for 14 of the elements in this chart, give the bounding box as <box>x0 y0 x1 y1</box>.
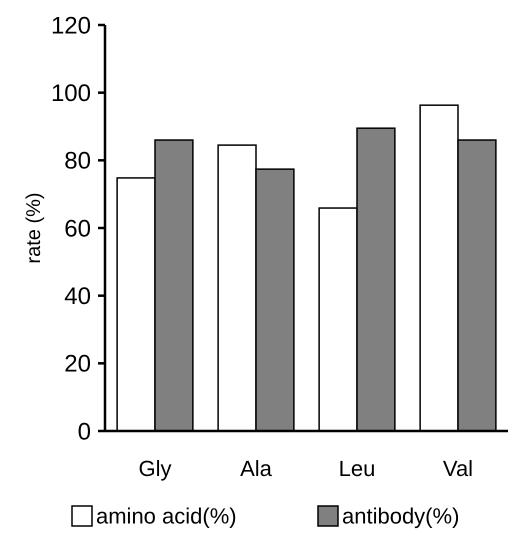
legend-label: amino acid(%) <box>96 504 237 529</box>
y-axis-title: rate (%) <box>23 192 45 264</box>
y-tick-label: 80 <box>64 148 91 175</box>
y-tick-label: 40 <box>64 283 91 310</box>
legend-label: antibody(%) <box>342 504 460 529</box>
y-tick-label: 60 <box>64 215 91 242</box>
y-tick-label: 20 <box>64 350 91 378</box>
y-tick-label: 120 <box>50 12 91 40</box>
x-tick-label: Leu <box>338 456 376 481</box>
x-tick-label: Ala <box>240 456 273 481</box>
y-tick-label: 0 <box>78 418 91 446</box>
x-tick-label: Gly <box>138 456 172 481</box>
x-tick-label: Val <box>442 456 474 481</box>
y-tick-label: 100 <box>50 80 91 108</box>
